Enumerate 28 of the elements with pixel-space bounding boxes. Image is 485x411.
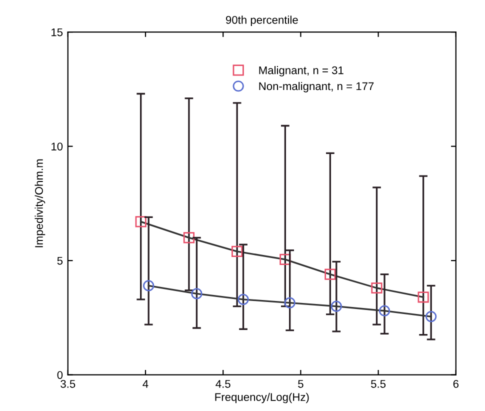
point [183, 232, 195, 244]
point [324, 268, 336, 280]
point [143, 280, 154, 292]
x-tick-label: 3.5 [60, 380, 76, 388]
point [232, 246, 243, 257]
chart-title: 90th percentile [226, 16, 298, 26]
x-tick-label: 4 [142, 380, 148, 388]
y-tick-label: 5 [57, 256, 63, 265]
x-tick-label: 4.5 [216, 380, 230, 388]
x-tick-label: 6 [453, 380, 458, 388]
x-tick-label: 5.5 [371, 380, 386, 388]
point [191, 288, 202, 300]
y-tick-label: 15 [52, 28, 63, 36]
x-axis-title: Frequency/Log(Hz) [215, 392, 309, 404]
point [371, 282, 382, 294]
point [238, 294, 249, 305]
point [135, 216, 146, 228]
point [330, 300, 342, 312]
point [378, 305, 390, 316]
legend-label: Malignant, n = 31 [259, 66, 344, 76]
y-tick-label: 0 [57, 371, 63, 379]
y-tick-label: 10 [52, 142, 63, 150]
x-tick-label: 5 [298, 380, 304, 388]
point [426, 311, 437, 322]
y-axis-title: Impedivity/Ohm.m [34, 159, 46, 248]
legend-label: Non-malignant, n = 177 [259, 82, 374, 92]
point [418, 292, 429, 303]
point [284, 297, 296, 308]
